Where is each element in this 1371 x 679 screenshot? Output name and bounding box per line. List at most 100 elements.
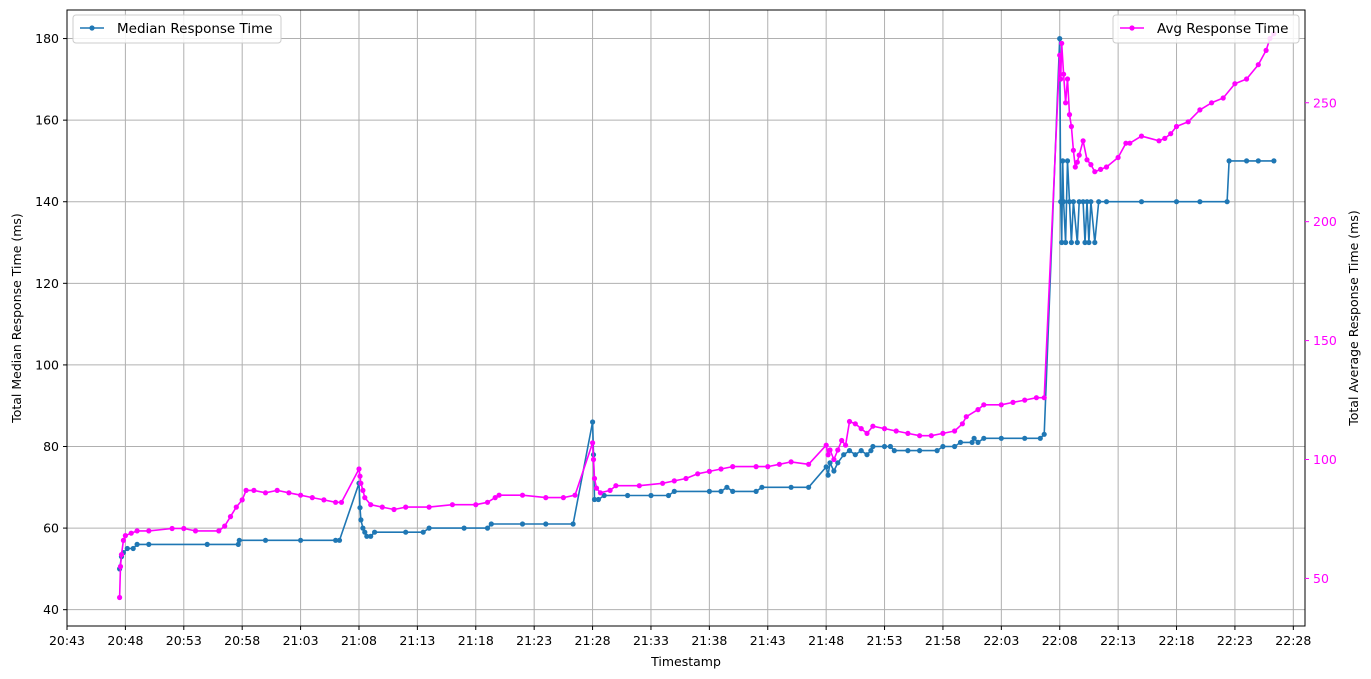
median-point xyxy=(917,448,923,454)
avg-point xyxy=(357,473,363,479)
avg-point xyxy=(492,495,498,501)
avg-point xyxy=(1074,159,1080,165)
avg-point xyxy=(122,533,128,539)
median-point xyxy=(998,435,1004,441)
median-point xyxy=(1066,199,1073,205)
legend-left: Median Response Time xyxy=(72,14,282,44)
x-tick-label: 22:13 xyxy=(1100,633,1136,648)
median-point xyxy=(841,452,847,458)
y-right-tick-label: 200 xyxy=(1313,214,1337,229)
avg-point xyxy=(607,487,613,493)
avg-point xyxy=(1059,40,1065,46)
x-tick-label: 20:48 xyxy=(107,633,143,648)
y-right-tick-label: 50 xyxy=(1313,571,1329,586)
x-tick-label: 21:23 xyxy=(516,633,552,648)
median-point xyxy=(204,541,210,548)
avg-point xyxy=(1010,399,1016,405)
avg-point xyxy=(274,487,280,493)
avg-point xyxy=(1080,138,1086,144)
avg-point xyxy=(262,490,269,496)
median-point xyxy=(601,492,607,499)
median-point xyxy=(362,529,368,535)
avg-point xyxy=(368,502,374,508)
avg-point xyxy=(636,483,642,489)
avg-point xyxy=(843,442,849,448)
avg-point xyxy=(298,492,304,498)
x-tick-label: 22:18 xyxy=(1159,633,1195,648)
avg-point xyxy=(360,487,366,493)
x-tick-label: 22:03 xyxy=(983,633,1019,648)
median-point xyxy=(591,496,598,503)
y-right-tick-label: 150 xyxy=(1313,333,1337,348)
x-tick-label: 21:33 xyxy=(633,633,669,648)
median-point xyxy=(1063,239,1069,246)
avg-point xyxy=(333,499,339,505)
median-point xyxy=(1041,431,1047,437)
avg-point xyxy=(1070,147,1076,153)
x-tick-label: 21:58 xyxy=(925,633,961,648)
median-point xyxy=(1271,158,1277,164)
y-left-axis-label: Total Median Response Time (ms) xyxy=(9,213,24,424)
avg-point xyxy=(1115,154,1121,161)
avg-point xyxy=(1123,140,1129,146)
median-point xyxy=(461,525,467,531)
avg-point xyxy=(473,502,479,508)
median-point xyxy=(971,435,977,441)
median-point xyxy=(146,541,152,548)
avg-point xyxy=(827,447,833,453)
avg-point xyxy=(776,461,783,467)
median-point xyxy=(262,537,269,543)
median-point xyxy=(360,525,366,531)
avg-point xyxy=(379,504,385,510)
median-point xyxy=(835,460,841,466)
avg-point xyxy=(358,480,364,486)
avg-point xyxy=(1209,100,1215,106)
avg-point xyxy=(835,447,841,453)
median-point xyxy=(868,448,874,454)
median-point xyxy=(235,541,241,548)
avg-point xyxy=(426,504,432,510)
legend-right-marker xyxy=(1129,25,1135,31)
median-point xyxy=(1064,158,1071,164)
avg-point xyxy=(590,440,596,446)
avg-point xyxy=(963,414,969,420)
avg-point xyxy=(1168,131,1174,137)
avg-point xyxy=(825,452,831,458)
avg-point xyxy=(1173,123,1180,130)
median-point xyxy=(823,464,829,470)
avg-point xyxy=(671,478,677,484)
y-right-axis: 50 100 150 200 250 xyxy=(1305,95,1337,586)
median-point xyxy=(1173,199,1180,205)
x-tick-label: 21:03 xyxy=(283,633,319,648)
median-point xyxy=(1074,239,1080,246)
avg-point xyxy=(216,528,222,534)
avg-point xyxy=(975,407,981,413)
avg-point xyxy=(1156,138,1162,144)
avg-point xyxy=(1068,123,1074,130)
median-point xyxy=(1068,239,1074,246)
median-point xyxy=(368,533,374,539)
avg-point xyxy=(1066,112,1073,118)
y-left-tick-label: 80 xyxy=(43,439,59,454)
median-point xyxy=(706,488,713,494)
avg-point xyxy=(1061,71,1067,77)
median-point xyxy=(870,443,876,450)
avg-point xyxy=(321,497,327,503)
avg-point xyxy=(613,483,619,489)
y-left-tick-label: 160 xyxy=(35,113,59,128)
avg-point xyxy=(806,461,812,467)
avg-point xyxy=(928,433,934,439)
avg-point xyxy=(338,499,345,505)
avg-point xyxy=(788,459,794,465)
median-point xyxy=(1092,239,1098,246)
y-left-tick-label: 140 xyxy=(35,194,59,209)
median-point xyxy=(759,484,765,490)
median-point xyxy=(488,521,494,527)
avg-point xyxy=(1076,152,1082,158)
median-point xyxy=(940,443,946,450)
avg-point xyxy=(560,495,567,501)
avg-point xyxy=(146,528,152,534)
avg-point xyxy=(905,430,911,436)
avg-point xyxy=(1088,162,1094,168)
